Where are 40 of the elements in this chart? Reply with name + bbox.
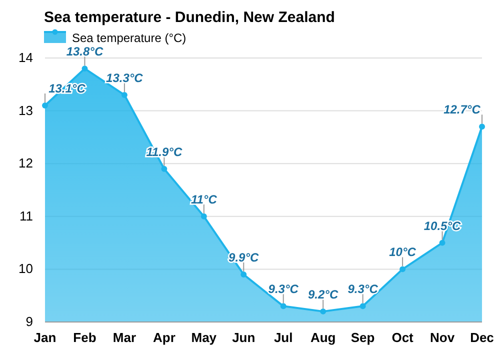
legend-label: Sea temperature (°C) — [72, 31, 186, 45]
data-label: 13.3°C — [106, 70, 144, 85]
point — [82, 66, 88, 72]
data-label: 13.8°C — [66, 44, 104, 59]
x-tick-label: Aug — [310, 330, 336, 345]
data-label: 9.3°C — [348, 282, 378, 296]
point — [42, 102, 48, 108]
x-tick-label: Apr — [152, 330, 176, 345]
chart-title: Sea temperature - Dunedin, New Zealand — [44, 9, 335, 26]
y-tick-label: 14 — [18, 50, 33, 65]
x-tick-label: Jan — [34, 330, 56, 345]
data-label: 9.3°C — [268, 282, 299, 296]
data-label: 12.7°C — [444, 102, 481, 117]
point — [161, 166, 168, 172]
y-tick-label: 13 — [18, 102, 33, 118]
point — [479, 124, 485, 130]
y-tick-label: 11 — [20, 208, 33, 224]
point — [200, 213, 207, 220]
x-tick-label: Jun — [232, 330, 256, 345]
point — [360, 303, 366, 310]
x-tick-label: Nov — [430, 330, 456, 345]
data-label: 10°C — [389, 245, 416, 260]
x-tick-label: May — [191, 330, 218, 345]
point — [400, 266, 406, 272]
point — [280, 303, 286, 310]
x-tick-label: Feb — [73, 330, 96, 345]
y-tick-label: 10 — [18, 261, 33, 276]
point — [320, 308, 326, 314]
point — [240, 272, 247, 278]
x-tick-label: Dec — [470, 330, 494, 345]
point — [121, 92, 128, 98]
x-tick-label: Oct — [392, 330, 414, 345]
point — [439, 240, 446, 246]
y-tick-label: 9 — [26, 314, 33, 329]
y-tick-label: 12 — [18, 156, 33, 171]
x-tick-label: Jul — [274, 330, 293, 345]
x-tick-label: Sep — [350, 330, 375, 345]
data-label: 11°C — [190, 192, 218, 206]
data-label: 9.2°C — [308, 287, 338, 302]
x-tick-label: Mar — [112, 330, 136, 345]
